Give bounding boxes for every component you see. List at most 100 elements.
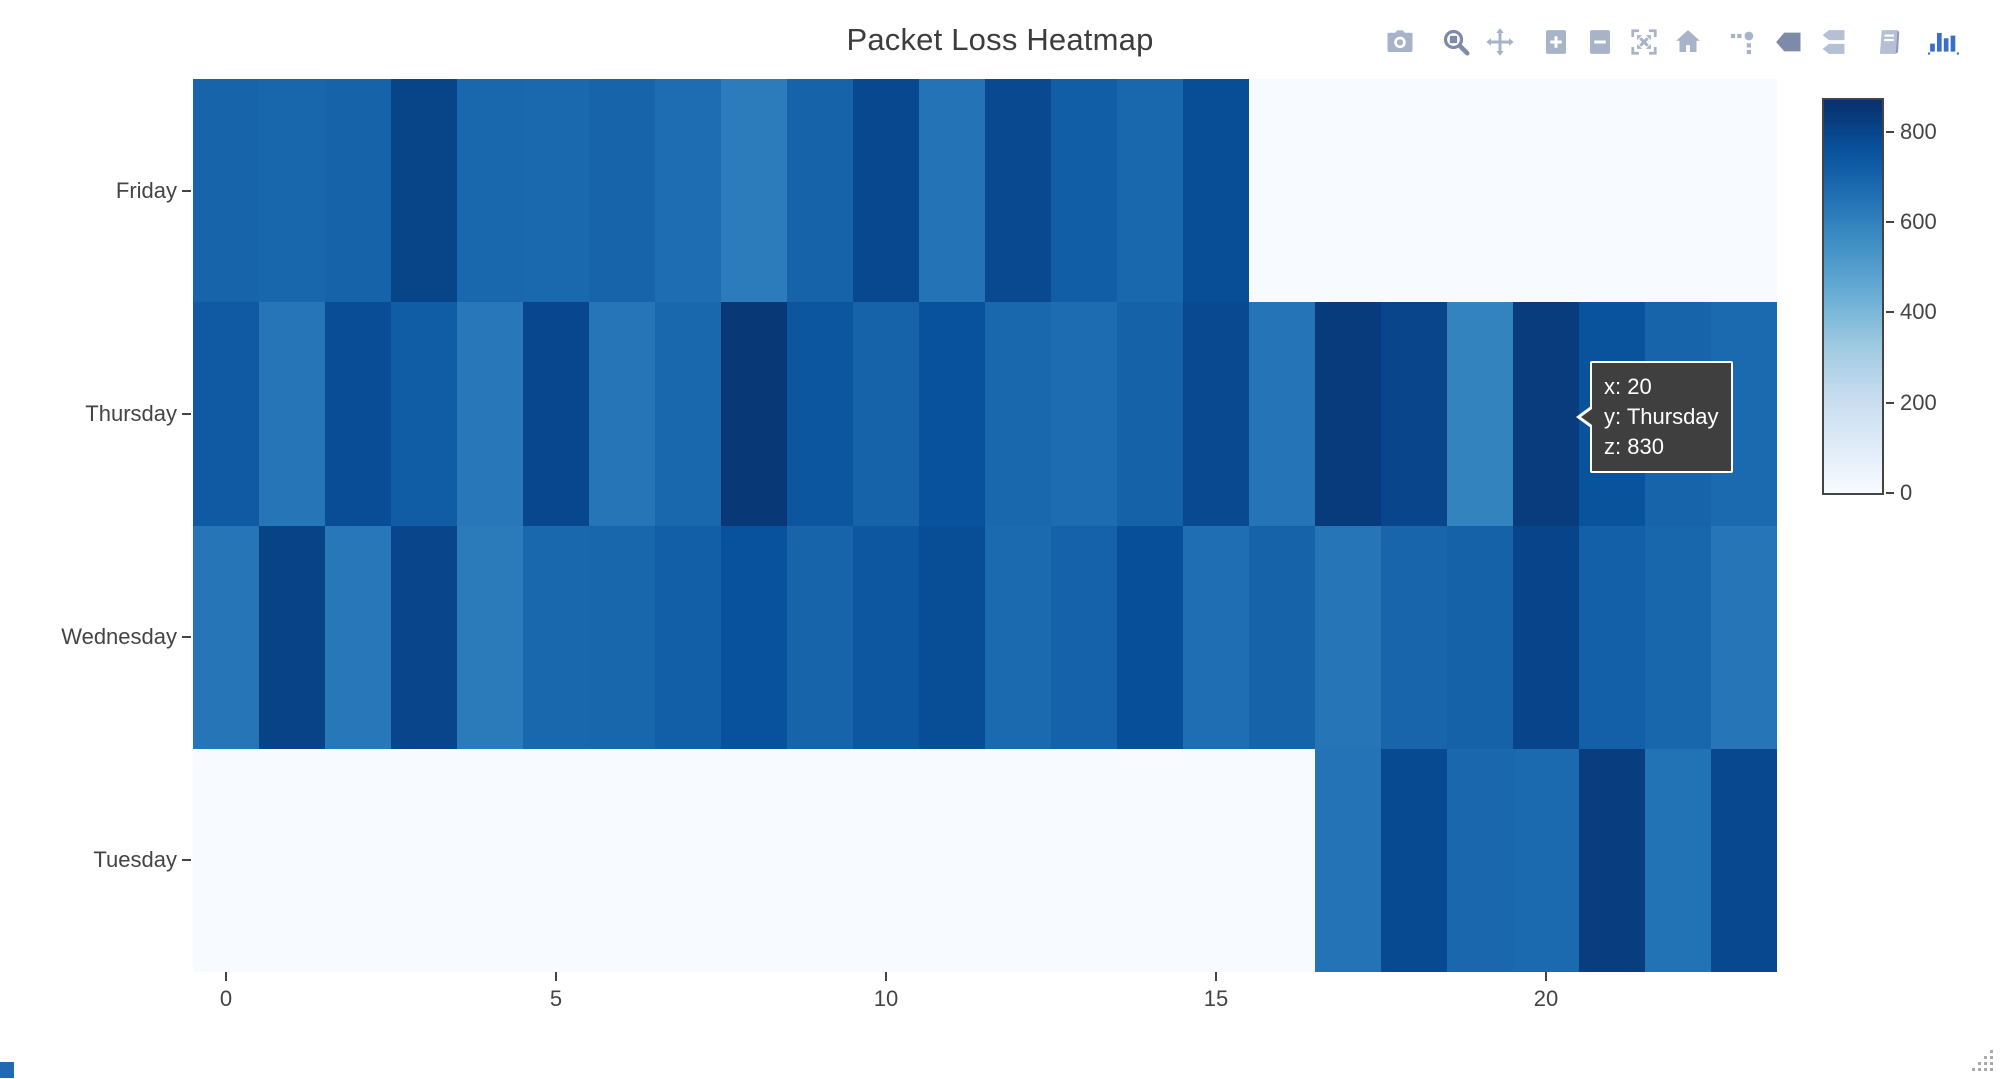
heatmap-cell[interactable]: [1249, 525, 1315, 749]
heatmap-cell[interactable]: [1249, 302, 1315, 526]
heatmap-cell[interactable]: [391, 79, 457, 303]
heatmap-cell[interactable]: [853, 748, 919, 972]
heatmap-cell[interactable]: [523, 79, 589, 303]
heatmap-cell[interactable]: [1381, 748, 1447, 972]
reset-axes-button[interactable]: [1672, 26, 1704, 58]
heatmap-cell[interactable]: [1513, 302, 1579, 526]
heatmap-cell[interactable]: [1249, 79, 1315, 303]
heatmap-cell[interactable]: [1579, 525, 1645, 749]
heatmap-cell[interactable]: [787, 302, 853, 526]
heatmap-cell[interactable]: [325, 302, 391, 526]
heatmap-cell[interactable]: [1513, 525, 1579, 749]
heatmap-cell[interactable]: [1315, 748, 1381, 972]
heatmap-cell[interactable]: [391, 302, 457, 526]
heatmap-cell[interactable]: [1579, 748, 1645, 972]
heatmap-cell[interactable]: [1249, 748, 1315, 972]
heatmap-cell[interactable]: [589, 748, 655, 972]
heatmap-cell[interactable]: [1711, 748, 1777, 972]
heatmap-cell[interactable]: [721, 79, 787, 303]
heatmap-cell[interactable]: [259, 748, 325, 972]
heatmap-cell[interactable]: [523, 302, 589, 526]
heatmap-cell[interactable]: [1315, 79, 1381, 303]
heatmap-cell[interactable]: [391, 748, 457, 972]
heatmap-cell[interactable]: [589, 79, 655, 303]
heatmap-cell[interactable]: [1051, 302, 1117, 526]
heatmap-cell[interactable]: [391, 525, 457, 749]
heatmap-cell[interactable]: [787, 748, 853, 972]
heatmap-cell[interactable]: [523, 748, 589, 972]
heatmap-cell[interactable]: [193, 748, 259, 972]
plotly-logo-link[interactable]: [1928, 26, 1960, 58]
heatmap-cell[interactable]: [193, 302, 259, 526]
heatmap-cell[interactable]: [193, 79, 259, 303]
heatmap-cell[interactable]: [919, 302, 985, 526]
heatmap-cell[interactable]: [1315, 302, 1381, 526]
heatmap-cell[interactable]: [655, 302, 721, 526]
heatmap-cell[interactable]: [457, 302, 523, 526]
heatmap-cell[interactable]: [1183, 79, 1249, 303]
heatmap-cell[interactable]: [1183, 525, 1249, 749]
heatmap-cell[interactable]: [1711, 525, 1777, 749]
heatmap-cell[interactable]: [589, 302, 655, 526]
heatmap-cell[interactable]: [655, 748, 721, 972]
heatmap-cell[interactable]: [1513, 748, 1579, 972]
heatmap-cell[interactable]: [1051, 79, 1117, 303]
zoom-in-button[interactable]: [1540, 26, 1572, 58]
heatmap-cell[interactable]: [1645, 525, 1711, 749]
heatmap-cell[interactable]: [1117, 525, 1183, 749]
zoom-out-button[interactable]: [1584, 26, 1616, 58]
download-png-button[interactable]: [1384, 26, 1416, 58]
heatmap-cell[interactable]: [985, 525, 1051, 749]
heatmap-cell[interactable]: [523, 525, 589, 749]
heatmap-cell[interactable]: [919, 79, 985, 303]
heatmap-cell[interactable]: [259, 302, 325, 526]
heatmap-cell[interactable]: [1051, 525, 1117, 749]
heatmap-cell[interactable]: [1447, 525, 1513, 749]
heatmap-cell[interactable]: [721, 748, 787, 972]
heatmap-cell[interactable]: [1579, 79, 1645, 303]
heatmap-cell[interactable]: [985, 79, 1051, 303]
heatmap-cell[interactable]: [1447, 302, 1513, 526]
heatmap-cell[interactable]: [1645, 748, 1711, 972]
heatmap-cell[interactable]: [985, 748, 1051, 972]
heatmap-cell[interactable]: [1117, 748, 1183, 972]
heatmap-cell[interactable]: [721, 302, 787, 526]
heatmap-cell[interactable]: [325, 525, 391, 749]
heatmap-cell[interactable]: [259, 525, 325, 749]
zoom-button[interactable]: [1440, 26, 1472, 58]
heatmap-cell[interactable]: [1183, 302, 1249, 526]
heatmap-cell[interactable]: [1381, 79, 1447, 303]
heatmap-cell[interactable]: [919, 748, 985, 972]
hover-compare-button[interactable]: [1816, 26, 1848, 58]
heatmap-cell[interactable]: [1447, 748, 1513, 972]
heatmap-cell[interactable]: [853, 79, 919, 303]
pan-button[interactable]: [1484, 26, 1516, 58]
toggle-spikelines-button[interactable]: [1728, 26, 1760, 58]
heatmap-cell[interactable]: [1381, 302, 1447, 526]
hover-closest-button[interactable]: [1772, 26, 1804, 58]
heatmap-cell[interactable]: [457, 79, 523, 303]
autoscale-button[interactable]: [1628, 26, 1660, 58]
heatmap-cell[interactable]: [325, 79, 391, 303]
heatmap-cell[interactable]: [853, 302, 919, 526]
heatmap-cell[interactable]: [1117, 302, 1183, 526]
heatmap-cell[interactable]: [985, 302, 1051, 526]
heatmap-cell[interactable]: [457, 525, 523, 749]
heatmap-cell[interactable]: [193, 525, 259, 749]
heatmap-cell[interactable]: [853, 525, 919, 749]
heatmap-cell[interactable]: [1183, 748, 1249, 972]
heatmap-cell[interactable]: [1513, 79, 1579, 303]
heatmap-cell[interactable]: [1447, 79, 1513, 303]
heatmap-cell[interactable]: [1117, 79, 1183, 303]
heatmap-cell[interactable]: [589, 525, 655, 749]
heatmap-cell[interactable]: [787, 79, 853, 303]
heatmap-cell[interactable]: [1051, 748, 1117, 972]
heatmap-cell[interactable]: [787, 525, 853, 749]
heatmap-cell[interactable]: [655, 525, 721, 749]
heatmap-cell[interactable]: [1381, 525, 1447, 749]
heatmap-cell[interactable]: [457, 748, 523, 972]
heatmap-cell[interactable]: [655, 79, 721, 303]
heatmap-cell[interactable]: [1645, 79, 1711, 303]
heatmap-cell[interactable]: [325, 748, 391, 972]
heatmap-cell[interactable]: [259, 79, 325, 303]
